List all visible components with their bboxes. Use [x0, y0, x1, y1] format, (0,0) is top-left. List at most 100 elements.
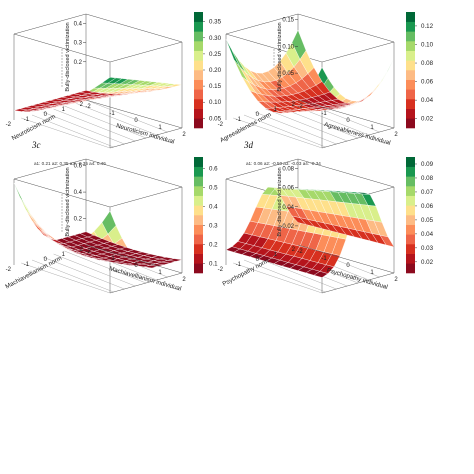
- colorbar-tick-label: 0.06: [421, 203, 434, 210]
- x-tick-label: -2: [297, 104, 303, 110]
- z-axis-label: Bully-disclosed victimization: [277, 22, 283, 91]
- y-tick-label: -1: [236, 117, 242, 123]
- colorbar-tick-label: 0.02: [421, 259, 434, 266]
- panel-label: 3d: [243, 140, 254, 150]
- colorbar-swatch: [194, 21, 203, 32]
- z-tick-label: 0.2: [74, 217, 83, 223]
- colorbar-swatch: [406, 89, 415, 100]
- colorbar-swatch: [406, 118, 415, 129]
- floor-lines: [21, 99, 168, 149]
- colorbar-swatch: [194, 186, 203, 196]
- box-edge: [297, 99, 395, 129]
- x-tick-label: -1: [109, 256, 115, 262]
- floor-line: [53, 108, 136, 142]
- floor-line: [233, 117, 323, 149]
- z-tick-label: 0.04: [282, 205, 294, 211]
- colorbar-tick-label: 0.05: [421, 217, 434, 224]
- x-tick-label: 2: [182, 132, 186, 138]
- z-axis-label: Bully-disclosed victimization: [277, 167, 283, 236]
- colorbar-swatch: [194, 89, 203, 100]
- floor-line: [64, 250, 147, 284]
- y-tick-label: 2: [80, 102, 84, 108]
- y-tick-label: 2: [292, 102, 296, 108]
- box-front: [297, 187, 395, 294]
- colorbar-swatch: [406, 263, 415, 274]
- colorbar-swatch: [194, 118, 203, 129]
- colorbar: 0.35 0.30 0.25 0.20 0.15 0.10 0.05: [194, 12, 222, 129]
- colorbar: 0.09 0.08 0.07 0.06 0.05 0.04 0.03 0.02: [406, 157, 434, 274]
- colorbar-tick-label: 0.05: [209, 115, 222, 122]
- colorbar-tick-label: 0.5: [209, 184, 218, 191]
- x-tick-label: 0: [346, 263, 350, 269]
- colorbar-tick-label: 0.08: [421, 60, 434, 67]
- colorbar-swatch: [194, 108, 203, 119]
- x-tick-label: -2: [297, 249, 303, 255]
- floor-line: [254, 256, 337, 290]
- surface-facet: [365, 82, 381, 98]
- colorbar-swatch: [406, 224, 415, 235]
- colorbar-tick-label: 0.10: [421, 41, 434, 48]
- colorbar-swatch: [194, 244, 203, 254]
- floor-line: [254, 111, 337, 145]
- box-edge: [13, 158, 87, 180]
- colorbar-swatch: [406, 99, 415, 109]
- coefficients-note: a1: 0.06 a2: -0.50 a3: -0.03 a4: -0.34: [246, 161, 321, 166]
- y-tick-label: 0: [44, 112, 48, 118]
- colorbar-swatch: [406, 195, 415, 206]
- colorbar-swatch: [406, 41, 415, 51]
- box-edge: [297, 244, 395, 274]
- z-tick-label: 0.2: [74, 60, 83, 66]
- colorbar-swatch: [406, 60, 415, 71]
- box-edge: [85, 158, 183, 188]
- box-front: [85, 187, 183, 294]
- colorbar-tick-label: 0.07: [421, 189, 434, 196]
- colorbar-swatch: [406, 244, 415, 254]
- colorbar-swatch: [194, 157, 203, 167]
- colorbar-swatch: [194, 234, 203, 245]
- y-tick-label: -1: [24, 117, 30, 123]
- colorbar-tick-label: 0.09: [421, 161, 434, 168]
- x-tick-label: 0: [134, 118, 138, 124]
- colorbar-swatch: [194, 176, 203, 187]
- colorbar-swatch: [406, 108, 415, 119]
- x-tick-label: 0: [134, 263, 138, 269]
- x-axis-label: Psychopathy individual: [326, 267, 388, 291]
- z-tick-label: 0.05: [282, 71, 294, 77]
- x-tick-label: 1: [158, 125, 162, 131]
- colorbar-swatch: [406, 234, 415, 245]
- colorbar-swatch: [406, 70, 415, 80]
- box-edge: [85, 244, 183, 274]
- z-tick-label: 0.06: [282, 186, 294, 192]
- colorbar-swatch: [194, 99, 203, 109]
- box-edge: [225, 13, 299, 35]
- colorbar-swatch: [194, 70, 203, 80]
- colorbar: 0.12 0.10 0.08 0.06 0.04 0.02: [406, 12, 434, 129]
- colorbar-tick-label: 0.25: [209, 51, 222, 58]
- surface-facet: [379, 234, 395, 248]
- y-tick-label: -2: [6, 267, 12, 273]
- floor-line: [233, 262, 323, 294]
- box-frame: [13, 13, 183, 148]
- box-edge: [297, 158, 395, 188]
- box-edge: [321, 41, 395, 63]
- z-tick-label: 0.6: [74, 164, 83, 170]
- x-tick-label: 2: [394, 277, 398, 283]
- box-edge: [85, 13, 183, 43]
- colorbar-tick-label: 0.08: [421, 175, 434, 182]
- surface-facet: [167, 84, 183, 87]
- colorbar-swatch: [194, 195, 203, 206]
- y-tick-label: 2: [80, 247, 84, 253]
- y-axis-label: Psychopathy norm: [221, 258, 270, 288]
- x-tick-label: -2: [85, 104, 91, 110]
- surface-mesh: [225, 186, 395, 278]
- z-tick-label: 0.10: [282, 44, 294, 50]
- chart-panel-3d: 3d a1: 0.06 a2: -0.50 a3: -0.03 a4: -0.34…: [218, 140, 434, 294]
- colorbar-swatch: [406, 166, 415, 177]
- z-axis-label: Bully-disclosed victimization: [65, 167, 71, 236]
- colorbar-tick-label: 0.03: [421, 245, 434, 252]
- y-axis-label: Machiavellianism norm: [4, 255, 63, 291]
- surface-facet: [379, 58, 395, 83]
- x-tick-label: 2: [182, 277, 186, 283]
- y-tick-label: 1: [62, 107, 66, 113]
